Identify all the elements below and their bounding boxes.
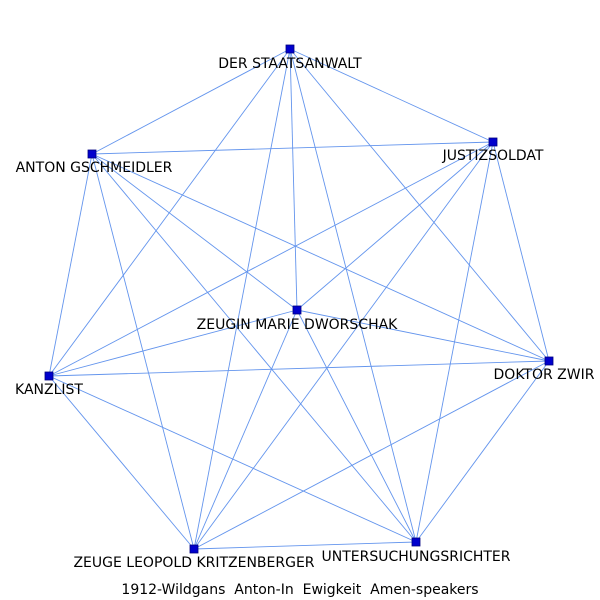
edge-justizsoldat-gschmeidler xyxy=(91,141,494,155)
edge-staatsanwalt-untersuchungsrichter xyxy=(289,48,417,543)
edge-gschmeidler-untersuchungsrichter xyxy=(91,153,417,543)
node-label-gschmeidler: ANTON GSCHMEIDLER xyxy=(16,160,173,176)
edge-staatsanwalt-kritzenberger xyxy=(193,48,291,550)
edge-kanzlist-kritzenberger xyxy=(48,375,195,550)
edge-kanzlist-untersuchungsrichter xyxy=(48,375,417,543)
edge-gschmeidler-kritzenberger xyxy=(91,153,195,550)
edge-staatsanwalt-justizsoldat xyxy=(289,48,494,143)
node-untersuchungsrichter xyxy=(411,537,421,547)
edge-dworschak-zwir xyxy=(296,309,550,362)
edge-gschmeidler-kanzlist xyxy=(48,153,93,377)
edge-justizsoldat-zwir xyxy=(492,141,550,362)
edge-justizsoldat-dworschak xyxy=(296,141,494,311)
node-dworschak xyxy=(292,305,302,315)
node-staatsanwalt xyxy=(285,44,295,54)
node-label-untersuchungsrichter: UNTERSUCHUNGSRICHTER xyxy=(321,549,510,565)
node-zwir xyxy=(544,356,554,366)
node-label-kritzenberger: ZEUGE LEOPOLD KRITZENBERGER xyxy=(73,555,314,571)
edge-staatsanwalt-dworschak xyxy=(289,48,298,311)
edge-justizsoldat-kritzenberger xyxy=(193,141,494,550)
edge-zwir-kritzenberger xyxy=(193,360,550,550)
edge-zwir-untersuchungsrichter xyxy=(415,360,550,543)
edge-kritzenberger-untersuchungsrichter xyxy=(193,541,417,550)
edges-layer xyxy=(48,48,550,550)
edge-zwir-kanzlist xyxy=(48,360,550,377)
edge-dworschak-kritzenberger xyxy=(193,309,298,550)
edge-dworschak-untersuchungsrichter xyxy=(296,309,417,543)
node-label-justizsoldat: JUSTIZSOLDAT xyxy=(442,148,544,164)
edge-staatsanwalt-gschmeidler xyxy=(91,48,291,155)
node-kanzlist xyxy=(44,371,54,381)
edge-gschmeidler-zwir xyxy=(91,153,550,362)
nodes-layer xyxy=(44,44,554,554)
graph-caption: 1912-Wildgans Anton-In Ewigkeit Amen-spe… xyxy=(121,582,479,598)
node-gschmeidler xyxy=(87,149,97,159)
node-justizsoldat xyxy=(488,137,498,147)
node-kritzenberger xyxy=(189,544,199,554)
node-label-staatsanwalt: DER STAATSANWALT xyxy=(218,56,362,72)
node-label-zwir: DOKTOR ZWIR xyxy=(494,367,595,383)
edge-justizsoldat-kanzlist xyxy=(48,141,494,377)
edge-gschmeidler-dworschak xyxy=(91,153,298,311)
node-label-kanzlist: KANZLIST xyxy=(15,382,83,398)
node-label-dworschak: ZEUGIN MARIE DWORSCHAK xyxy=(197,317,399,333)
labels-layer: DER STAATSANWALT JUSTIZSOLDAT ANTON GSCHME… xyxy=(15,56,595,571)
edge-dworschak-kanzlist xyxy=(48,309,298,377)
